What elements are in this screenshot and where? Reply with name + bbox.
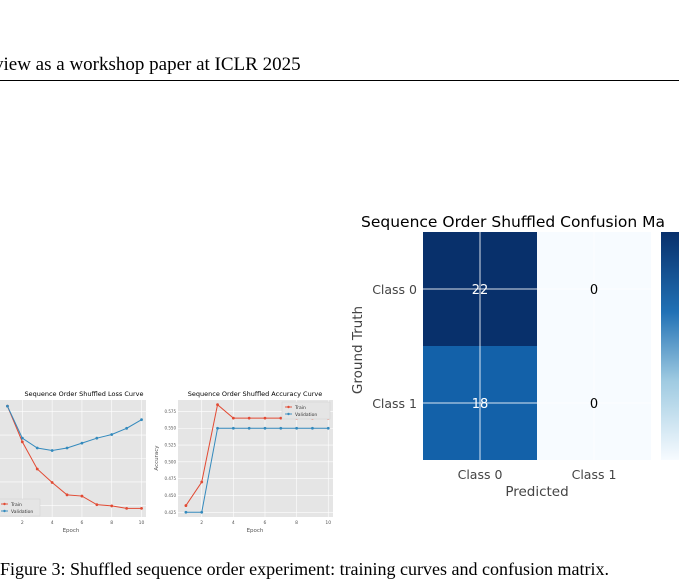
data-point: [200, 480, 204, 484]
accuracy-curve-chart: 2 4 6 8 10 0.425 0.450 0.475 0.500 0.525 0.550 0.5…: [154, 390, 333, 534]
data-point: [65, 446, 69, 450]
x-tick-label: 4: [232, 520, 235, 526]
y-tick-label: 0.450: [165, 493, 177, 498]
x-axis-label: Epoch: [63, 528, 80, 534]
cell-value-label: 0: [590, 283, 598, 298]
data-point: [231, 426, 235, 430]
loss-curve-chart: 2 4 6 8 10 Sequence Order Shuffled Loss Curv…: [0, 390, 146, 534]
header-rule: [0, 80, 679, 81]
data-point: [216, 403, 219, 407]
data-point: [35, 446, 39, 450]
colorbar: [661, 232, 679, 460]
y-axis-label: Ground Truth: [350, 306, 366, 394]
legend-entry: Train: [10, 502, 22, 508]
x-tick-label: 10: [139, 520, 145, 526]
data-point: [125, 506, 129, 510]
y-axis-label: Accuracy: [154, 445, 160, 471]
data-point: [35, 467, 39, 471]
data-point: [326, 426, 330, 430]
data-point: [247, 416, 251, 420]
legend-entry: Train: [294, 405, 306, 411]
legend: Train Validation: [0, 498, 41, 517]
y-tick-label: Class 1: [372, 396, 417, 411]
data-point: [125, 426, 129, 430]
data-point: [50, 481, 54, 484]
legend: Train Validation: [281, 401, 331, 420]
data-point: [50, 449, 54, 452]
x-tick-label: 6: [81, 520, 84, 526]
series-line: [6, 405, 142, 509]
data-point: [216, 426, 219, 430]
figure-caption: Figure 3: Shuffled sequence order experi…: [0, 559, 609, 579]
x-tick-label: 2: [200, 520, 203, 526]
chart-title: Sequence Order Shuffled Accuracy Curve: [188, 390, 322, 398]
series-line: [6, 405, 142, 452]
data-point: [311, 426, 314, 430]
x-axis-label: Epoch: [247, 528, 264, 534]
data-point: [231, 416, 235, 420]
chart-title: Sequence Order Shuffled Loss Curve: [24, 390, 143, 398]
y-tick-label: 0.500: [165, 459, 177, 464]
x-tick-label: Class 1: [572, 467, 617, 482]
running-header: view as a workshop paper at ICLR 2025: [0, 54, 301, 75]
x-tick-label: 2: [21, 520, 24, 526]
series-line: [185, 427, 329, 513]
legend-entry: Validation: [11, 509, 33, 515]
data-point: [279, 426, 283, 430]
cell-value-label: 18: [472, 397, 489, 412]
plot-area: [178, 400, 333, 517]
data-point: [295, 426, 299, 430]
x-tick-label: 8: [295, 520, 298, 526]
chart-title: Sequence Order Shuffled Confusion Ma: [361, 213, 665, 231]
data-point: [263, 426, 267, 430]
data-point: [200, 510, 204, 514]
data-point: [184, 504, 188, 507]
x-tick-label: 8: [110, 520, 113, 526]
y-tick-label: 0.550: [165, 426, 177, 431]
data-point: [80, 494, 84, 498]
confusion-matrix-chart: Sequence Order Shuffled Confusion Ma 22 0…: [350, 213, 679, 500]
data-point: [20, 436, 24, 440]
y-tick-label: Class 0: [372, 282, 417, 297]
data-point: [20, 440, 24, 444]
legend-entry: Validation: [295, 412, 317, 418]
y-tick-label: 0.525: [165, 443, 177, 448]
x-tick-label: 4: [51, 520, 54, 526]
y-tick-label: 0.475: [165, 476, 177, 481]
data-point: [6, 404, 9, 408]
data-point: [247, 426, 251, 430]
x-axis-label: Predicted: [505, 484, 568, 500]
data-point: [110, 433, 114, 436]
data-point: [279, 416, 283, 420]
data-point: [263, 416, 267, 420]
cell-value-label: 22: [472, 283, 489, 298]
data-point: [110, 504, 114, 508]
data-point: [95, 436, 99, 440]
data-point: [95, 503, 99, 507]
data-point: [184, 510, 188, 514]
cell-value-label: 0: [590, 397, 598, 412]
x-tick-label: 6: [264, 520, 267, 526]
data-point: [140, 506, 143, 510]
x-tick-label: 10: [325, 520, 331, 526]
y-tick-label: 0.425: [165, 510, 177, 515]
x-tick-label: Class 0: [458, 467, 503, 482]
data-point: [140, 418, 143, 422]
data-point: [80, 441, 84, 445]
y-tick-label: 0.575: [165, 409, 177, 414]
data-point: [65, 493, 69, 497]
